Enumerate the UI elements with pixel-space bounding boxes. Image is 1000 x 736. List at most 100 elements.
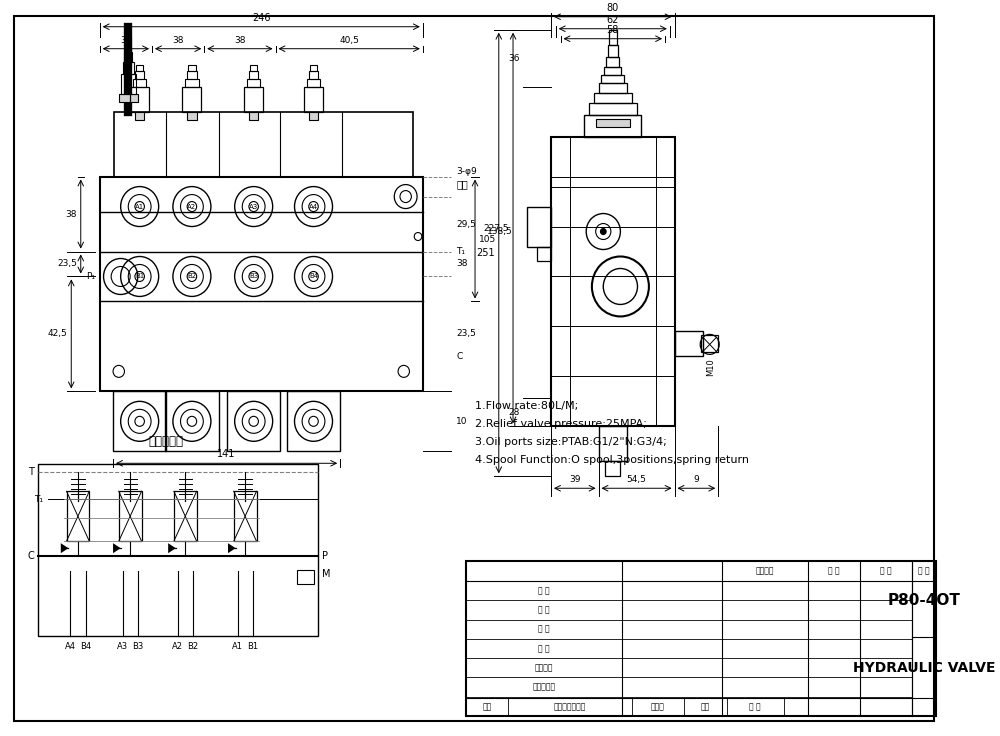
Polygon shape	[113, 543, 121, 553]
Text: 工艺检查: 工艺检查	[535, 663, 553, 673]
Bar	[594, 93, 632, 102]
Text: 第 页: 第 页	[918, 567, 930, 576]
Text: 23,5: 23,5	[456, 330, 476, 339]
Text: 62: 62	[607, 15, 619, 25]
Text: 38: 38	[456, 260, 468, 269]
Text: 29,5: 29,5	[456, 219, 476, 229]
Bar	[307, 79, 320, 87]
Bar	[113, 392, 166, 451]
Bar	[119, 93, 138, 102]
Bar	[596, 118, 630, 127]
Bar	[133, 79, 146, 87]
Bar	[125, 37, 131, 52]
Bar	[605, 461, 620, 476]
Bar	[606, 57, 619, 67]
Text: 38: 38	[65, 210, 77, 219]
Polygon shape	[168, 543, 176, 553]
Text: 2.Relief valve pressure:25MPA;: 2.Relief valve pressure:25MPA;	[475, 420, 647, 429]
Bar	[604, 67, 621, 74]
Text: 227,5: 227,5	[484, 224, 509, 233]
Text: T₁: T₁	[456, 247, 465, 256]
Bar	[100, 177, 423, 392]
Text: P80-4OT: P80-4OT	[887, 593, 960, 609]
Text: A2: A2	[172, 642, 183, 651]
Text: C: C	[456, 352, 462, 361]
Bar	[185, 79, 199, 87]
Bar	[601, 74, 624, 82]
Text: M: M	[322, 569, 331, 579]
Bar	[119, 491, 142, 541]
Circle shape	[600, 228, 606, 235]
Text: A1: A1	[135, 204, 144, 210]
Bar	[599, 426, 627, 461]
Text: P: P	[322, 551, 328, 561]
Text: 40,5: 40,5	[339, 36, 359, 45]
Bar	[297, 570, 314, 584]
Text: 标准化检查: 标准化检查	[532, 682, 555, 692]
Bar	[244, 87, 263, 112]
Text: 更改人: 更改人	[651, 703, 665, 712]
Text: B4: B4	[80, 642, 91, 651]
Bar	[247, 79, 260, 87]
Text: A3: A3	[249, 204, 258, 210]
Bar	[135, 112, 144, 120]
Text: 105: 105	[479, 235, 496, 244]
Bar	[609, 29, 617, 45]
Text: 38: 38	[234, 36, 246, 45]
Text: 141: 141	[217, 449, 236, 459]
Text: 重 量: 重 量	[828, 567, 839, 576]
Bar	[234, 491, 257, 541]
Bar	[304, 87, 323, 112]
Text: 54,5: 54,5	[627, 475, 646, 484]
Bar	[227, 392, 280, 451]
Text: T₁: T₁	[34, 495, 43, 503]
Text: 58: 58	[607, 25, 619, 35]
Bar	[608, 45, 618, 57]
Text: B2: B2	[187, 274, 196, 280]
Text: T: T	[28, 467, 34, 477]
Bar	[589, 102, 637, 115]
Text: 校 对: 校 对	[538, 644, 550, 653]
Bar	[121, 74, 136, 93]
Text: B1: B1	[247, 642, 258, 651]
Text: 1.Flow rate:80L/M;: 1.Flow rate:80L/M;	[475, 401, 578, 411]
Bar	[537, 247, 551, 261]
Bar	[701, 336, 718, 353]
Text: 液压原理图: 液压原理图	[149, 435, 184, 447]
Text: 28: 28	[508, 408, 520, 417]
Text: 共 页: 共 页	[880, 567, 892, 576]
Bar	[250, 65, 257, 71]
Bar	[187, 71, 197, 79]
Bar	[287, 392, 340, 451]
Bar	[310, 65, 317, 71]
Text: C: C	[27, 551, 34, 561]
Bar	[126, 29, 130, 37]
Text: 80: 80	[607, 3, 619, 13]
Text: B3: B3	[249, 274, 258, 280]
Text: A4: A4	[65, 642, 76, 651]
Text: B4: B4	[309, 274, 318, 280]
Text: 138,5: 138,5	[487, 227, 513, 236]
Text: A4: A4	[309, 204, 318, 210]
Bar	[135, 71, 144, 79]
Bar	[188, 65, 196, 71]
Text: 246: 246	[252, 13, 271, 23]
Bar	[130, 87, 149, 112]
Bar	[123, 62, 134, 74]
Bar	[174, 491, 197, 541]
Bar	[182, 87, 201, 112]
Text: 图样标记: 图样标记	[756, 567, 774, 576]
Text: 36: 36	[508, 54, 520, 63]
Polygon shape	[61, 543, 68, 553]
Text: 设 计: 设 计	[538, 587, 550, 595]
Text: 审 核: 审 核	[749, 703, 761, 712]
Bar	[309, 71, 318, 79]
Text: 10: 10	[456, 417, 468, 426]
Text: 251: 251	[476, 248, 495, 258]
Text: 标记: 标记	[482, 703, 492, 712]
Text: 描 图: 描 图	[538, 625, 550, 634]
Text: HYDRAULIC VALVE: HYDRAULIC VALVE	[853, 662, 995, 676]
Text: P₁: P₁	[86, 272, 95, 281]
Bar	[466, 561, 936, 716]
Text: 日期: 日期	[701, 703, 710, 712]
